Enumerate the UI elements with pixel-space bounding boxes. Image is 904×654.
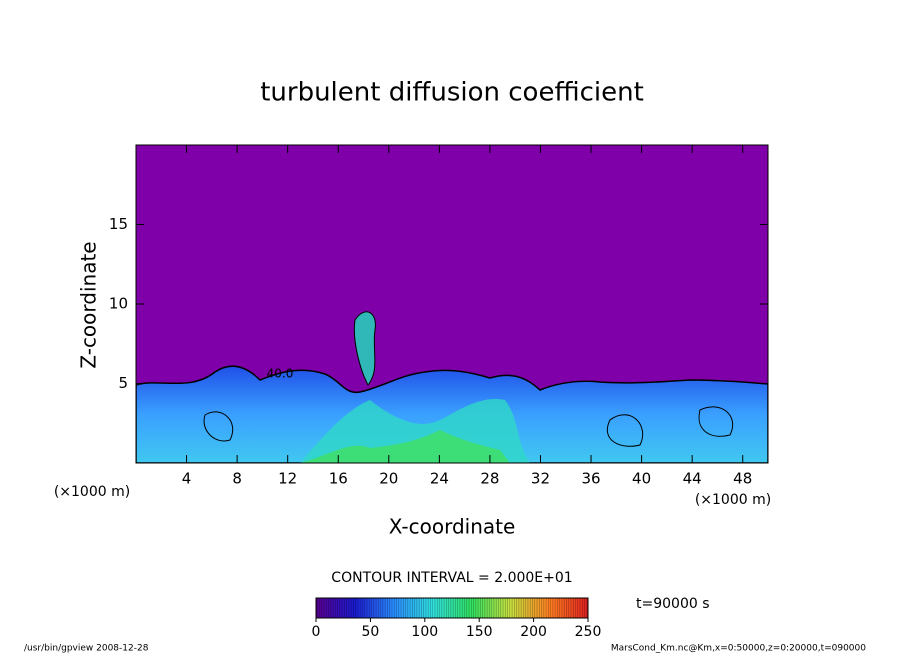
x-unit-right: (×1000 m) bbox=[695, 492, 771, 508]
y-tick-label: 5 bbox=[118, 374, 128, 392]
y-tick-label: 10 bbox=[109, 295, 128, 313]
colorbar-tick-label: 0 bbox=[312, 624, 321, 640]
x-tick-label: 20 bbox=[379, 470, 398, 488]
contour-interval: CONTOUR INTERVAL = 2.000E+01 bbox=[331, 570, 572, 586]
colorbar-tick-label: 150 bbox=[466, 624, 493, 640]
contour-label: 40.0 bbox=[267, 367, 294, 381]
x-tick-label: 28 bbox=[480, 470, 499, 488]
footer-left: /usr/bin/gpview 2008-12-28 bbox=[24, 644, 149, 654]
footer-right: MarsCond_Km.nc@Km,x=0:50000,z=0:20000,t=… bbox=[611, 644, 866, 654]
x-tick-label: 8 bbox=[232, 470, 242, 488]
y-tick-label: 15 bbox=[109, 215, 128, 233]
x-tick-label: 44 bbox=[683, 470, 702, 488]
x-tick-label: 48 bbox=[733, 470, 752, 488]
y-axis-label: Z-coordinate bbox=[77, 241, 101, 368]
colorbar bbox=[315, 597, 589, 619]
colorbar-tick-label: 100 bbox=[411, 624, 438, 640]
colorbar-tick-label: 250 bbox=[575, 624, 602, 640]
colorbar-tick-label: 200 bbox=[520, 624, 547, 640]
x-tick-label: 12 bbox=[278, 470, 297, 488]
x-tick-label: 4 bbox=[182, 470, 192, 488]
x-tick-label: 36 bbox=[581, 470, 600, 488]
turbulent-layer bbox=[136, 311, 768, 463]
time-label: t=90000 s bbox=[636, 596, 710, 612]
x-tick-label: 24 bbox=[430, 470, 449, 488]
chart-title: turbulent diffusion coefficient bbox=[260, 78, 644, 108]
colorbar-tick-label: 50 bbox=[361, 624, 379, 640]
x-axis-label: X-coordinate bbox=[389, 515, 516, 539]
x-tick-label: 32 bbox=[531, 470, 550, 488]
x-tick-label: 16 bbox=[329, 470, 348, 488]
x-tick-label: 40 bbox=[632, 470, 651, 488]
x-unit-left: (×1000 m) bbox=[54, 484, 130, 500]
